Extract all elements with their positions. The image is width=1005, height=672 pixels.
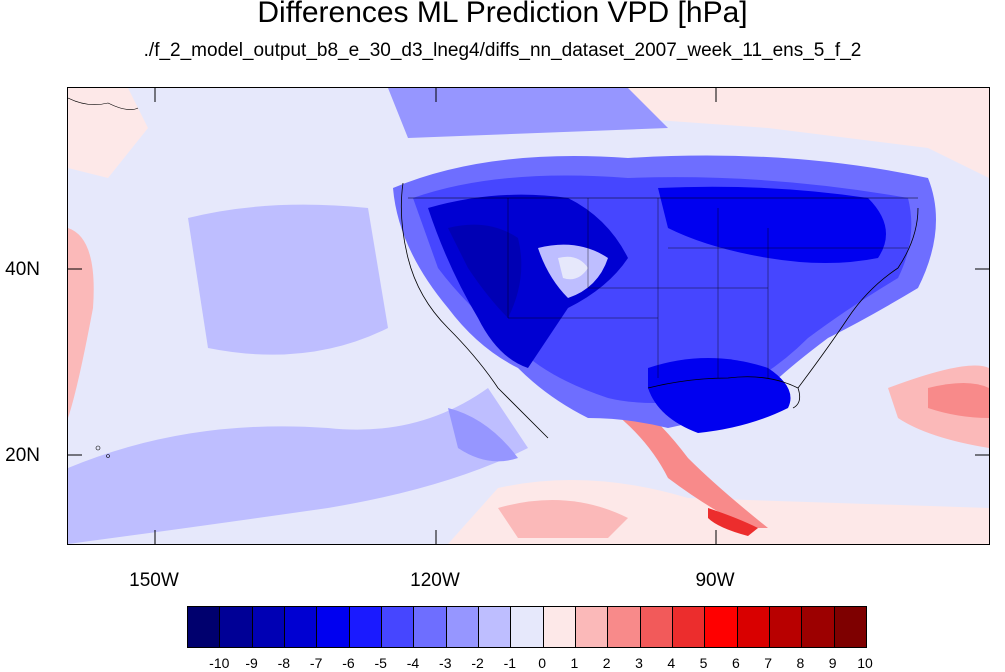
colorbar-swatch bbox=[769, 607, 803, 647]
colorbar-swatch bbox=[672, 607, 706, 647]
lon-label-150w: 150W bbox=[129, 570, 179, 591]
colorbar-swatch bbox=[381, 607, 415, 647]
colorbar-swatch bbox=[834, 607, 866, 647]
colorbar-tick-label: 5 bbox=[699, 655, 708, 671]
colorbar-swatch bbox=[220, 607, 253, 647]
lon-label-120w: 120W bbox=[410, 570, 460, 591]
colorbar-swatch bbox=[188, 607, 221, 647]
colorbar-swatch bbox=[608, 607, 641, 647]
colorbar-tick-label: 10 bbox=[857, 655, 873, 671]
colorbar-tick-label: 4 bbox=[667, 655, 676, 671]
lat-label-40n: 40N bbox=[5, 259, 40, 280]
colorbar-tick-label: 0 bbox=[538, 655, 547, 671]
colorbar-tick-label: -1 bbox=[503, 655, 517, 671]
map-title: Differences ML Prediction VPD [hPa] bbox=[257, 0, 748, 29]
colorbar-swatch bbox=[284, 607, 318, 647]
colorbar-tick-label: -5 bbox=[374, 655, 387, 671]
colorbar-swatch bbox=[414, 607, 447, 647]
colorbar-swatch bbox=[705, 607, 738, 647]
colorbar-tick-label: 1 bbox=[570, 655, 579, 671]
colorbar-tick-label: 9 bbox=[828, 655, 837, 671]
colorbar-swatch bbox=[737, 607, 770, 647]
colorbar-swatch bbox=[802, 607, 835, 647]
colorbar-tick-label: -2 bbox=[471, 655, 484, 671]
colorbar-tick-label: 3 bbox=[635, 655, 643, 671]
colorbar-tick-label: -10 bbox=[209, 655, 230, 671]
lat-label-20n: 20N bbox=[5, 445, 40, 466]
vpd-difference-field bbox=[68, 88, 989, 544]
colorbar-swatch bbox=[640, 607, 673, 647]
colorbar-swatch bbox=[575, 607, 609, 647]
colorbar-tick-label: -6 bbox=[342, 655, 355, 671]
colorbar-tick-label: -7 bbox=[309, 655, 323, 671]
colorbar-swatch bbox=[478, 607, 512, 647]
colorbar bbox=[187, 606, 867, 648]
colorbar-swatch bbox=[511, 607, 544, 647]
colorbar-tick-label: -4 bbox=[406, 655, 420, 671]
colorbar-tick-label: 8 bbox=[796, 655, 805, 671]
colorbar-tick-label: -8 bbox=[277, 655, 291, 671]
lon-label-90w: 90W bbox=[695, 570, 735, 591]
colorbar-swatch bbox=[349, 607, 382, 647]
map-panel bbox=[67, 87, 990, 545]
colorbar-swatch bbox=[317, 607, 350, 647]
colorbar-swatch bbox=[446, 607, 479, 647]
colorbar-tick-label: -9 bbox=[245, 655, 258, 671]
colorbar-tick-label: 2 bbox=[602, 655, 611, 671]
colorbar-swatch bbox=[543, 607, 576, 647]
colorbar-tick-label: 7 bbox=[764, 655, 773, 671]
map-subtitle: ./f_2_model_output_b8_e_30_d3_lneg4/diff… bbox=[143, 40, 862, 61]
colorbar-swatch bbox=[252, 607, 285, 647]
colorbar-tick-label: -3 bbox=[439, 655, 452, 671]
colorbar-tick-label: 6 bbox=[731, 655, 740, 671]
